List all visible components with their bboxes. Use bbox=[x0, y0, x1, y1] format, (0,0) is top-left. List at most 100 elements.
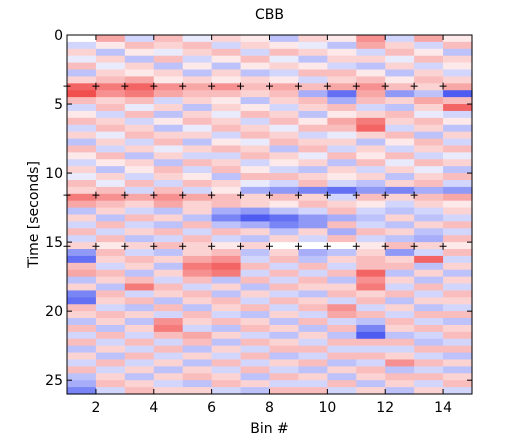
heatmap-cell bbox=[327, 255, 357, 264]
heatmap-cell bbox=[182, 290, 213, 298]
heatmap-cell bbox=[356, 166, 386, 174]
heatmap-cell bbox=[240, 200, 271, 209]
heatmap-cell bbox=[240, 283, 271, 292]
heatmap-cell bbox=[298, 62, 328, 71]
heatmap-cell bbox=[211, 221, 242, 229]
heatmap-cell bbox=[124, 76, 155, 84]
event-marker bbox=[294, 242, 302, 250]
heatmap-cell bbox=[182, 304, 213, 312]
heatmap-cell bbox=[211, 173, 242, 181]
heatmap-cell bbox=[67, 249, 97, 257]
heatmap-cell bbox=[298, 76, 328, 84]
heatmap-cell bbox=[240, 338, 271, 347]
heatmap-cell bbox=[443, 138, 473, 147]
heatmap-cell bbox=[327, 35, 357, 43]
event-marker bbox=[323, 82, 331, 90]
heatmap-cell bbox=[385, 166, 415, 174]
heatmap-cell bbox=[356, 35, 386, 43]
heatmap-cell bbox=[67, 352, 97, 361]
heatmap-cell bbox=[298, 186, 328, 195]
heatmap-cell bbox=[240, 35, 271, 43]
heatmap-cell bbox=[124, 242, 155, 250]
heatmap-cell bbox=[95, 97, 126, 105]
heatmap-cell bbox=[327, 345, 357, 354]
heatmap-cell bbox=[298, 193, 328, 202]
heatmap-cell bbox=[443, 235, 473, 243]
heatmap-cell bbox=[414, 366, 444, 374]
heatmap-cell bbox=[443, 228, 473, 236]
heatmap-cell bbox=[153, 200, 184, 209]
heatmap-cell bbox=[385, 324, 415, 333]
x-axis-label: Bin # bbox=[250, 421, 289, 437]
heatmap-cell bbox=[385, 366, 415, 374]
heatmap-cell bbox=[211, 145, 242, 153]
heatmap-cell bbox=[269, 48, 300, 57]
heatmap-cell bbox=[356, 228, 386, 236]
heatmap-cell bbox=[95, 338, 126, 347]
heatmap-cell bbox=[182, 283, 213, 292]
heatmap-cell bbox=[211, 311, 242, 319]
heatmap-cell bbox=[240, 152, 271, 160]
y-tick-label: 5 bbox=[54, 97, 63, 113]
heatmap-cell bbox=[298, 131, 328, 140]
heatmap-cell bbox=[95, 366, 126, 374]
heatmap-cell bbox=[414, 283, 444, 292]
event-marker bbox=[266, 191, 273, 199]
heatmap-cell bbox=[95, 242, 126, 250]
heatmap-cell bbox=[211, 366, 242, 374]
heatmap-cell bbox=[269, 387, 300, 395]
heatmap-cell bbox=[298, 124, 328, 133]
heatmap-cell bbox=[153, 166, 184, 174]
heatmap-cell bbox=[211, 352, 242, 361]
heatmap-cell bbox=[298, 159, 328, 167]
heatmap-cell bbox=[95, 35, 126, 43]
event-marker bbox=[323, 191, 331, 199]
heatmap-cell bbox=[443, 221, 473, 229]
heatmap-cell bbox=[414, 373, 444, 381]
heatmap-cell bbox=[211, 83, 242, 91]
heatmap-cell bbox=[182, 166, 213, 174]
heatmap-cell bbox=[414, 152, 444, 160]
heatmap-cell bbox=[124, 48, 155, 57]
heatmap-cell bbox=[414, 242, 444, 250]
heatmap-cell bbox=[443, 242, 473, 250]
heatmap-cell bbox=[240, 117, 271, 126]
heatmap-cell bbox=[124, 200, 155, 209]
heatmap-cell bbox=[240, 159, 271, 167]
heatmap-cell bbox=[124, 138, 155, 147]
heatmap-cell bbox=[385, 297, 415, 305]
heatmap-cell bbox=[356, 262, 386, 271]
heatmap-cell bbox=[414, 290, 444, 298]
heatmap-cell bbox=[240, 297, 271, 305]
heatmap-cell bbox=[356, 373, 386, 381]
heatmap-cell bbox=[327, 145, 357, 153]
heatmap-cell bbox=[124, 104, 155, 112]
heatmap-cell bbox=[240, 228, 271, 236]
heatmap-cell bbox=[240, 304, 271, 312]
heatmap-cell bbox=[327, 76, 357, 84]
heatmap-cell bbox=[327, 276, 357, 285]
heatmap-cell bbox=[211, 262, 242, 271]
heatmap-cell bbox=[153, 214, 184, 222]
heatmap-cell bbox=[385, 262, 415, 271]
heatmap-cell bbox=[356, 131, 386, 140]
heatmap-cell bbox=[385, 345, 415, 354]
heatmap-cell bbox=[95, 138, 126, 147]
heatmap-cell bbox=[443, 276, 473, 285]
heatmap-cell bbox=[95, 290, 126, 298]
heatmap-cell bbox=[443, 200, 473, 209]
heatmap-cell bbox=[153, 193, 184, 202]
heatmap-cell bbox=[414, 35, 444, 43]
heatmap-cell bbox=[67, 152, 97, 160]
heatmap-cell bbox=[269, 235, 300, 243]
event-marker bbox=[121, 191, 129, 199]
heatmap-cell bbox=[414, 345, 444, 354]
heatmap-cell bbox=[443, 324, 473, 333]
heatmap-cell bbox=[95, 255, 126, 264]
heatmap-cell bbox=[95, 373, 126, 381]
heatmap-cell bbox=[356, 186, 386, 195]
heatmap-cell bbox=[327, 352, 357, 361]
heatmap-cell bbox=[95, 69, 126, 78]
heatmap-cell bbox=[269, 110, 300, 119]
heatmap-cell bbox=[182, 324, 213, 333]
